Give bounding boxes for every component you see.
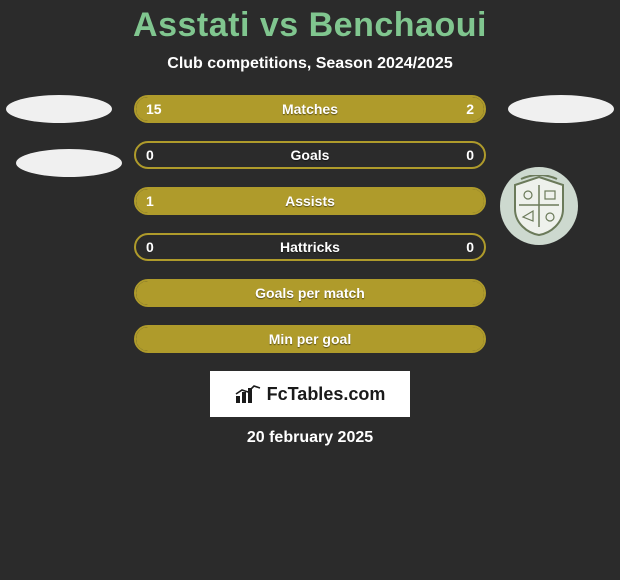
stat-label: Assists xyxy=(285,193,335,209)
stat-value-right: 2 xyxy=(466,101,474,117)
root-container: Asstati vs Benchaoui Club competitions, … xyxy=(0,0,620,580)
stat-row: Goals per match xyxy=(0,279,620,307)
stat-row: Hattricks 0 0 xyxy=(0,233,620,261)
stat-bar-track: Min per goal xyxy=(134,325,486,353)
stat-bar-track: Goals 0 0 xyxy=(134,141,486,169)
stat-value-left: 0 xyxy=(146,239,154,255)
footer-date: 20 february 2025 xyxy=(0,429,620,447)
stat-label: Min per goal xyxy=(269,331,351,347)
page-subtitle: Club competitions, Season 2024/2025 xyxy=(0,55,620,73)
stat-row: Assists 1 xyxy=(0,187,620,215)
stat-bar-left xyxy=(136,97,414,121)
stat-label: Goals xyxy=(291,147,330,163)
page-title: Asstati vs Benchaoui xyxy=(0,6,620,45)
stat-bar-track: Matches 15 2 xyxy=(134,95,486,123)
stats-area: Matches152Goals00Assists1Hattricks00Goal… xyxy=(0,95,620,353)
stat-row: Matches 15 2 xyxy=(0,95,620,123)
stat-label: Hattricks xyxy=(280,239,340,255)
stat-label: Matches xyxy=(282,101,338,117)
stat-row: Goals 0 0 xyxy=(0,141,620,169)
brand-box: FcTables.com xyxy=(210,371,410,417)
stat-bar-track: Hattricks 0 0 xyxy=(134,233,486,261)
stat-value-right: 0 xyxy=(466,239,474,255)
stat-value-left: 0 xyxy=(146,147,154,163)
stat-value-left: 15 xyxy=(146,101,162,117)
stat-value-left: 1 xyxy=(146,193,154,209)
stat-value-right: 0 xyxy=(466,147,474,163)
brand-label: FcTables.com xyxy=(267,384,386,405)
stat-label: Goals per match xyxy=(255,285,365,301)
stat-bar-track: Goals per match xyxy=(134,279,486,307)
stat-row: Min per goal xyxy=(0,325,620,353)
stat-bar-track: Assists 1 xyxy=(134,187,486,215)
chart-icon xyxy=(235,384,261,404)
